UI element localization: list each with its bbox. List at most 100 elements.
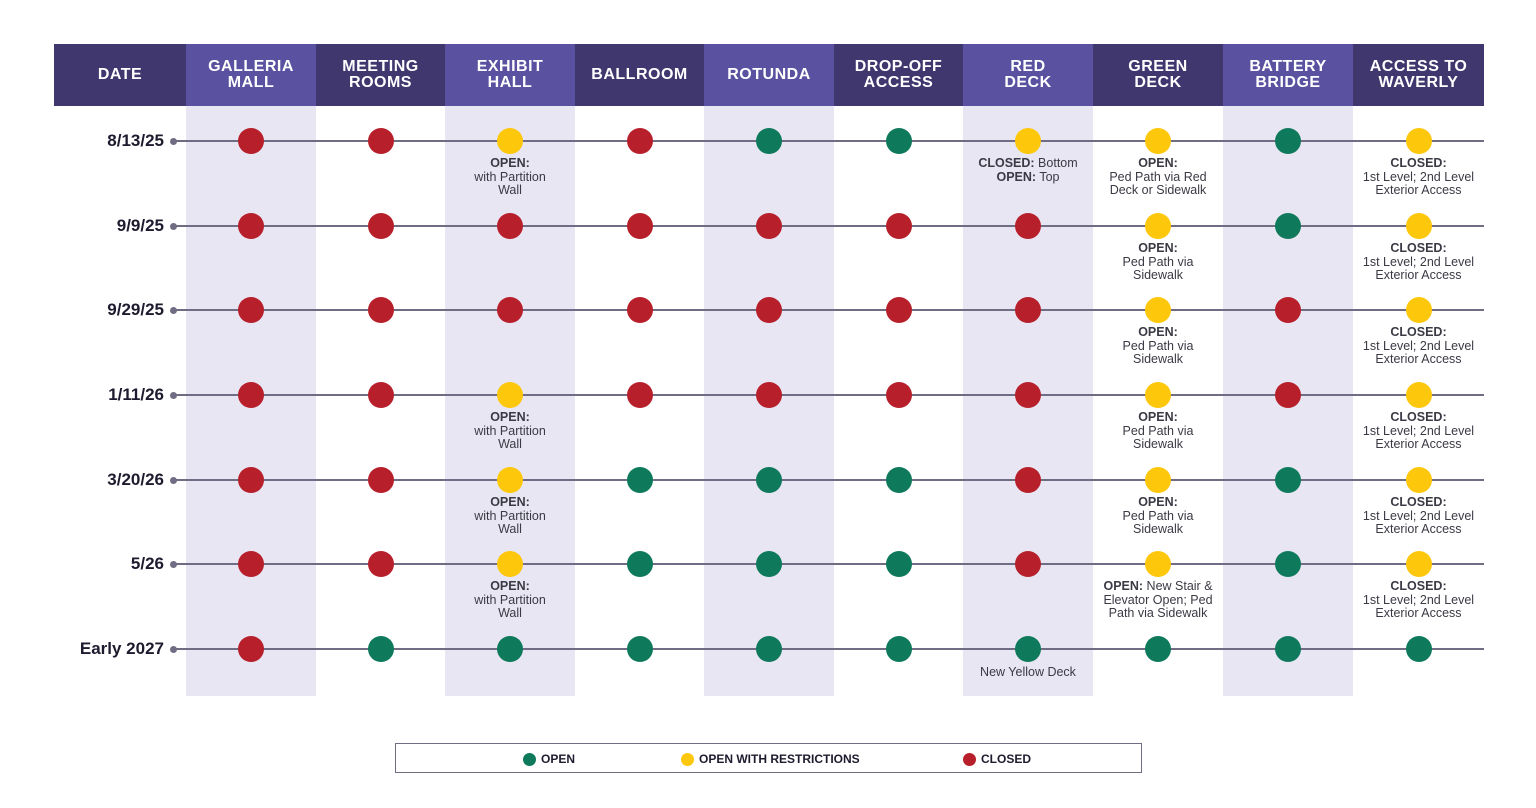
column-header-ballroom: BALLROOM xyxy=(575,44,704,106)
note-text: New Stair & xyxy=(1143,579,1213,593)
note-label: OPEN: xyxy=(490,495,530,509)
row-marker xyxy=(170,222,177,230)
row-marker xyxy=(170,391,177,399)
status-dot-closed xyxy=(367,128,394,154)
note-label: OPEN: xyxy=(490,410,530,424)
status-note: OPEN: with Partition Wall xyxy=(440,495,580,537)
status-dot-closed xyxy=(756,297,782,323)
note-text: Top xyxy=(1036,169,1060,184)
legend: OPEN OPEN WITH RESTRICTIONS CLOSED xyxy=(395,743,1142,773)
legend-item-open: OPEN xyxy=(523,744,575,774)
note-line: CLOSED: xyxy=(1349,579,1489,594)
note-line: OPEN: xyxy=(1088,156,1228,171)
note-line: CLOSED: Bottom xyxy=(958,156,1098,171)
note-label: OPEN: xyxy=(1138,325,1178,339)
status-dot-closed xyxy=(885,297,912,323)
row-line xyxy=(173,140,1484,142)
status-dot-open xyxy=(756,636,782,662)
note-line: with Partition xyxy=(440,424,580,439)
note-line: with Partition xyxy=(440,593,580,608)
status-dot-closed xyxy=(367,213,394,239)
status-note: CLOSED: 1st Level; 2nd Level Exterior Acce… xyxy=(1349,325,1489,367)
note-label: CLOSED: xyxy=(1390,156,1447,170)
status-dot-restricted xyxy=(1405,128,1432,154)
status-dot-closed xyxy=(626,382,653,408)
note-text: Exterior Access xyxy=(1375,606,1462,620)
status-dot-closed xyxy=(238,297,264,323)
status-dot-closed xyxy=(367,551,394,577)
status-dot-closed xyxy=(238,213,264,239)
note-text: Path via Sidewalk xyxy=(1108,606,1208,620)
row-date: 3/20/26 xyxy=(107,470,164,489)
status-note: CLOSED: 1st Level; 2nd Level Exterior Acce… xyxy=(1349,495,1489,537)
note-line: with Partition xyxy=(440,508,580,524)
note-text: with Partition xyxy=(474,508,546,523)
legend-item-closed: CLOSED xyxy=(963,744,1031,774)
note-line: 1st Level; 2nd Level xyxy=(1349,508,1489,524)
status-dot-open xyxy=(885,128,912,154)
status-dot-open xyxy=(1145,636,1171,662)
column-header-date: DATE xyxy=(54,44,186,106)
status-dot-restricted xyxy=(497,467,523,493)
note-line: Sidewalk xyxy=(1088,437,1228,452)
column-header-greendeck: GREEN DECK xyxy=(1093,44,1223,106)
row-marker xyxy=(170,560,177,568)
row-marker xyxy=(170,476,177,484)
note-label: CLOSED: xyxy=(1390,579,1447,593)
note-text: Ped Path via xyxy=(1122,338,1194,353)
row-marker xyxy=(170,137,177,145)
status-dot-open xyxy=(497,636,523,662)
note-text: Ped Path via xyxy=(1122,254,1194,269)
status-note: OPEN: Ped Path via Sidewalk xyxy=(1088,241,1228,283)
note-label: CLOSED: xyxy=(1390,241,1447,255)
status-dot-restricted xyxy=(1145,467,1171,493)
status-dot-restricted xyxy=(1405,551,1432,577)
note-text: New Yellow Deck xyxy=(980,665,1076,679)
note-text: Sidewalk xyxy=(1132,268,1184,282)
status-dot-open xyxy=(885,551,912,577)
note-text: Ped Path via xyxy=(1122,423,1194,438)
status-dot-open xyxy=(756,467,782,493)
column-header-rotunda: ROTUNDA xyxy=(704,44,834,106)
status-dot-closed xyxy=(367,382,394,408)
note-line: OPEN: Top xyxy=(958,169,1098,185)
status-dot-closed xyxy=(238,382,264,408)
note-label: OPEN: xyxy=(490,579,530,593)
status-note: CLOSED: 1st Level; 2nd Level Exterior Acce… xyxy=(1349,241,1489,283)
note-line: with Partition xyxy=(440,169,580,185)
status-note: CLOSED: 1st Level; 2nd Level Exterior Acce… xyxy=(1349,156,1489,198)
note-line: OPEN: xyxy=(440,410,580,425)
status-dot-open xyxy=(1275,128,1301,154)
note-text: with Partition xyxy=(474,169,546,184)
note-text: Wall xyxy=(498,522,522,536)
status-dot-closed xyxy=(885,213,912,239)
note-text: 1st Level; 2nd Level xyxy=(1362,592,1475,607)
note-line: Path via Sidewalk xyxy=(1088,606,1228,621)
status-dot-closed xyxy=(1015,382,1041,408)
note-text: 1st Level; 2nd Level xyxy=(1362,508,1475,523)
status-dot-open xyxy=(756,128,782,154)
note-line: Ped Path via xyxy=(1088,509,1228,524)
note-line: Ped Path via Red xyxy=(1088,170,1228,185)
column-header-reddeck: RED DECK xyxy=(963,44,1093,106)
note-line: Exterior Access xyxy=(1349,522,1489,537)
column-header-dropoff: DROP-OFF ACCESS xyxy=(834,44,963,106)
status-dot-open xyxy=(756,551,782,577)
note-text: Sidewalk xyxy=(1132,437,1184,451)
note-line: Wall xyxy=(440,183,580,198)
legend-item-restricted: OPEN WITH RESTRICTIONS xyxy=(681,744,860,774)
legend-label: OPEN xyxy=(541,752,576,766)
note-text: Exterior Access xyxy=(1375,522,1462,536)
row-line xyxy=(173,394,1484,396)
note-text: 1st Level; 2nd Level xyxy=(1362,254,1475,269)
note-line: Wall xyxy=(440,437,580,452)
note-line: OPEN: xyxy=(1088,495,1228,510)
status-dot-closed xyxy=(1015,297,1041,323)
note-label: OPEN: xyxy=(490,156,530,170)
note-line: OPEN: New Stair & xyxy=(1088,579,1228,594)
note-label: OPEN: xyxy=(1138,156,1178,170)
status-dot-restricted xyxy=(1015,128,1041,154)
status-dot-open xyxy=(1275,636,1301,662)
note-label: CLOSED: xyxy=(1390,410,1447,424)
note-line: 1st Level; 2nd Level xyxy=(1349,170,1489,185)
